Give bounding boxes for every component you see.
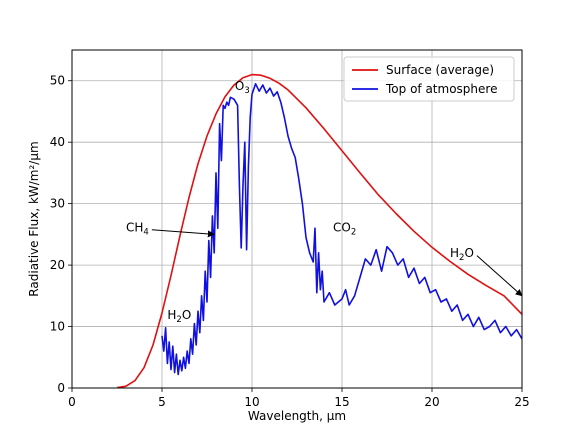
- annotation-label: H2O: [450, 246, 474, 263]
- y-tick-label: 40: [50, 135, 65, 149]
- ticks: 0 5 10 15 20 25 0 10 20 30 40 50: [50, 74, 530, 409]
- y-tick-label: 10: [50, 320, 65, 334]
- x-tick-label: 20: [424, 395, 439, 409]
- x-tick-label: 10: [244, 395, 259, 409]
- series-line-surface: [116, 73, 522, 388]
- annotation-arrow: [151, 229, 215, 238]
- annotation-label: O3: [235, 79, 250, 96]
- annotations: O3 CH4 CO2 H2O H2O: [126, 79, 523, 325]
- legend-box: [343, 56, 515, 102]
- plot-frame: [71, 49, 523, 389]
- x-tick-label: 15: [334, 395, 349, 409]
- y-tick-label: 50: [50, 74, 65, 88]
- annotation-label: H2O: [167, 308, 191, 325]
- y-tick-label: 0: [57, 381, 65, 395]
- x-tick-label: 25: [514, 395, 529, 409]
- annotation-label: CO2: [333, 220, 356, 237]
- series-line-top-of-atmosphere: [161, 83, 522, 376]
- legend: Surface (average) Top of atmosphere: [343, 56, 515, 102]
- y-tick-label: 20: [50, 258, 65, 272]
- legend-entry: Surface (average): [386, 63, 494, 77]
- series-layer: [116, 73, 522, 388]
- y-tick-label: 30: [50, 197, 65, 211]
- y-axis-label: Radiative Flux, kW/m²/μm: [27, 141, 41, 296]
- x-axis-label: Wavelength, μm: [248, 409, 346, 423]
- x-tick-label: 5: [158, 395, 166, 409]
- annotation-label: CH4: [126, 220, 149, 237]
- x-tick-label: 0: [68, 395, 76, 409]
- annotation-arrow: [476, 255, 523, 297]
- legend-entry: Top of atmosphere: [385, 82, 497, 96]
